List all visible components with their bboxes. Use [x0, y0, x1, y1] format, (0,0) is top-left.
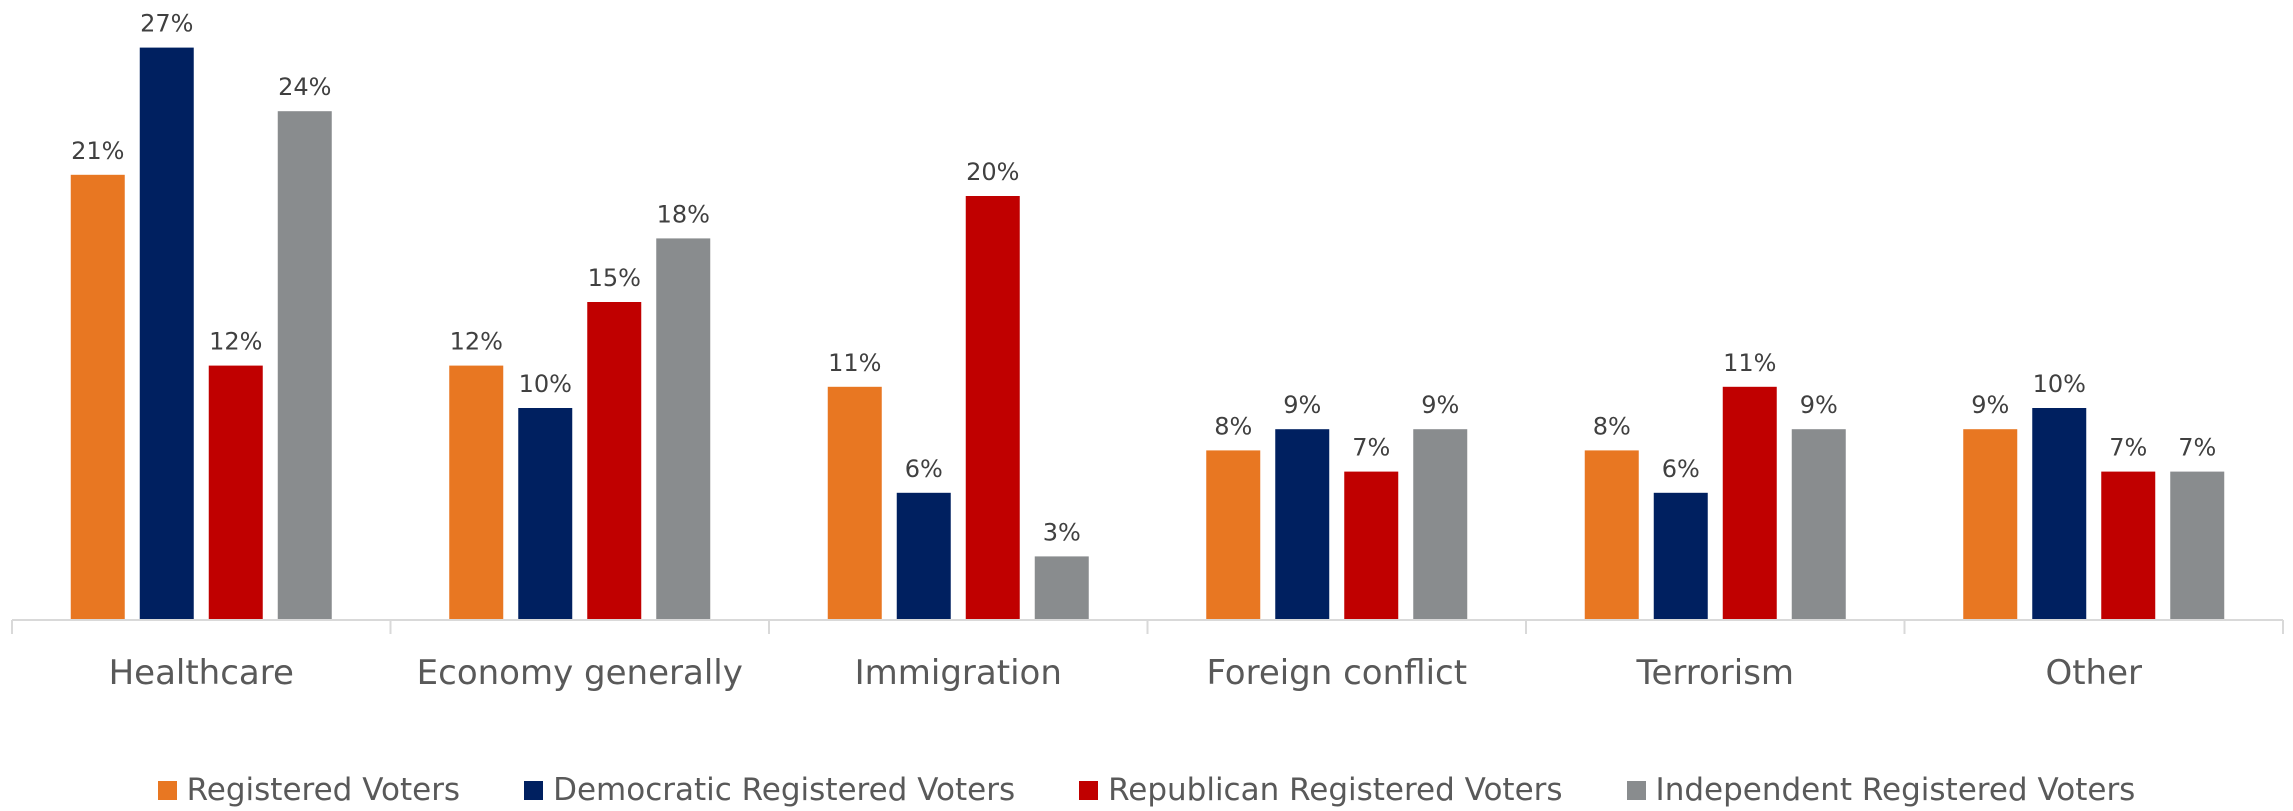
category-label-terrorism: Terrorism	[1635, 653, 1794, 693]
category-label-economy-generally: Economy generally	[417, 653, 743, 693]
legend-label: Democratic Registered Voters	[553, 772, 1016, 808]
category-label-healthcare: Healthcare	[109, 653, 294, 693]
bar-terrorism-democratic-registered-voters	[1653, 492, 1708, 620]
data-label: 9%	[1971, 391, 2009, 419]
data-labels-layer: 21% 27% 12% 24% 12% 10% 15% 18% 11% 6% 20% 3% 8% 9% 7%…	[71, 10, 2216, 547]
bar-other-republican-registered-voters	[2101, 471, 2156, 620]
legend-swatch	[1079, 780, 1099, 800]
bar-economy-generally-democratic-registered-voters	[518, 408, 573, 620]
bar-immigration-republican-registered-voters	[965, 196, 1020, 620]
data-label: 24%	[278, 73, 331, 101]
legend-item-democratic-registered-voters: Democratic Registered Voters	[524, 772, 1015, 808]
data-label: 12%	[450, 328, 503, 356]
legend-item-registered-voters: Registered Voters	[157, 772, 461, 808]
category-labels-layer: Healthcare Economy generally Immigration Fo…	[109, 653, 2142, 693]
data-label: 10%	[519, 370, 572, 398]
data-label: 18%	[657, 200, 710, 228]
legend-swatch	[1626, 780, 1646, 800]
category-label-other: Other	[2045, 653, 2142, 693]
data-label: 3%	[1043, 518, 1081, 546]
bar-foreign-conflict-republican-registered-voters	[1344, 471, 1399, 620]
data-label: 15%	[588, 264, 641, 292]
category-label-foreign-conflict: Foreign conflict	[1206, 653, 1467, 693]
legend-label: Independent Registered Voters	[1655, 772, 2136, 808]
bar-economy-generally-independent-registered-voters	[656, 238, 711, 620]
bar-immigration-democratic-registered-voters	[896, 492, 951, 620]
bar-terrorism-independent-registered-voters	[1791, 429, 1846, 620]
data-label: 8%	[1214, 412, 1252, 440]
data-label: 9%	[1800, 391, 1838, 419]
bar-other-democratic-registered-voters	[2032, 408, 2087, 620]
bars-layer	[70, 47, 2225, 621]
legend-label: Republican Registered Voters	[1108, 772, 1563, 808]
bar-immigration-independent-registered-voters	[1034, 556, 1089, 620]
bar-foreign-conflict-democratic-registered-voters	[1275, 429, 1330, 620]
data-label: 6%	[1662, 455, 1700, 483]
data-label: 6%	[905, 455, 943, 483]
bar-terrorism-registered-voters	[1584, 450, 1639, 620]
legend-swatch	[524, 780, 544, 800]
data-label: 9%	[1283, 391, 1321, 419]
data-label: 10%	[2033, 370, 2086, 398]
data-label: 11%	[828, 349, 881, 377]
bar-healthcare-independent-registered-voters	[277, 111, 332, 620]
x-axis-ticks	[11, 620, 2284, 634]
bar-foreign-conflict-registered-voters	[1206, 450, 1261, 620]
data-label: 7%	[2109, 434, 2147, 462]
bar-healthcare-registered-voters	[70, 174, 125, 621]
bar-economy-generally-registered-voters	[449, 365, 504, 620]
bar-economy-generally-republican-registered-voters	[587, 302, 642, 620]
legend: Registered Voters Democratic Registered V…	[0, 772, 2293, 808]
data-label: 7%	[2178, 434, 2216, 462]
legend-item-republican-registered-voters: Republican Registered Voters	[1079, 772, 1563, 808]
bar-other-independent-registered-voters	[2170, 471, 2225, 620]
data-label: 11%	[1723, 349, 1776, 377]
legend-item-independent-registered-voters: Independent Registered Voters	[1626, 772, 2136, 808]
data-label: 12%	[209, 328, 262, 356]
data-label: 20%	[966, 158, 1019, 186]
data-label: 21%	[71, 137, 124, 165]
bar-healthcare-democratic-registered-voters	[139, 47, 194, 621]
data-label: 7%	[1352, 434, 1390, 462]
legend-label: Registered Voters	[186, 772, 461, 808]
bar-other-registered-voters	[1963, 429, 2018, 620]
category-label-immigration: Immigration	[855, 653, 1062, 693]
legend-swatch	[157, 780, 177, 800]
bar-terrorism-republican-registered-voters	[1722, 386, 1777, 620]
bar-foreign-conflict-independent-registered-voters	[1413, 429, 1468, 620]
bar-immigration-registered-voters	[827, 386, 882, 620]
bar-healthcare-republican-registered-voters	[208, 365, 263, 620]
data-label: 27%	[140, 10, 193, 38]
data-label: 8%	[1593, 412, 1631, 440]
data-label: 9%	[1421, 391, 1459, 419]
